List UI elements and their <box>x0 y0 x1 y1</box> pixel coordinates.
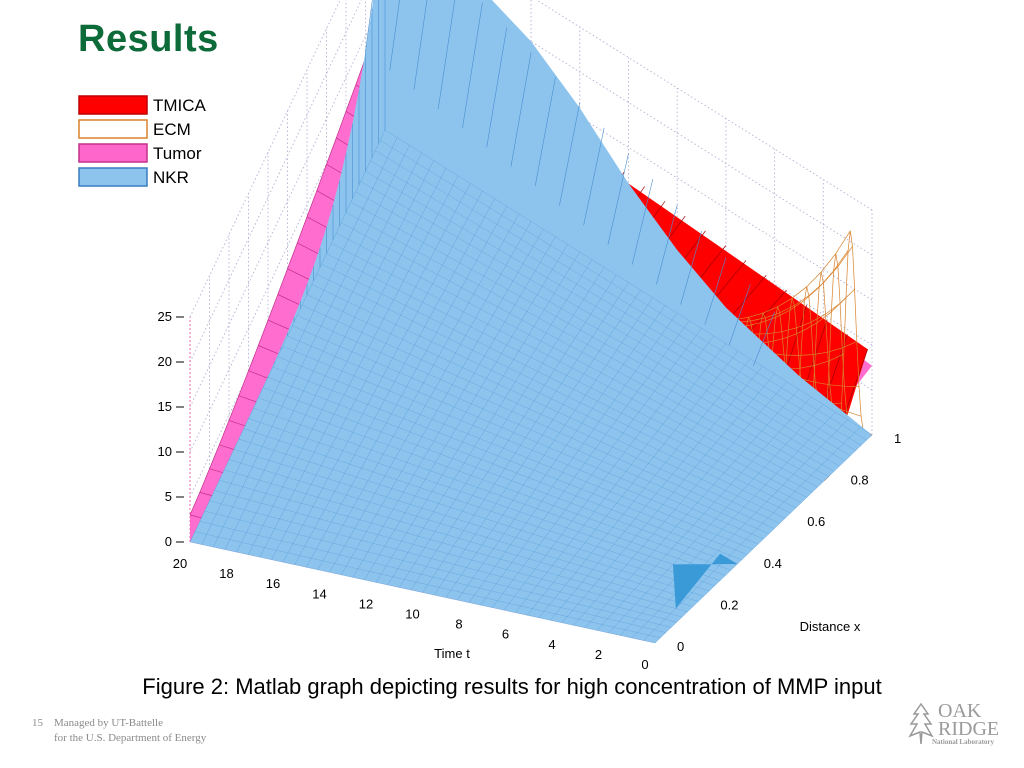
legend-label-nkr: NKR <box>153 168 189 187</box>
t-tick-label: 18 <box>219 566 233 581</box>
z-tick-label: 15 <box>158 399 172 414</box>
legend-swatch-tmica <box>78 95 148 115</box>
z-tick-label: 0 <box>165 534 172 549</box>
t-tick-label: 2 <box>595 647 602 662</box>
footer-line-1: Managed by UT-Battelle <box>54 717 163 729</box>
logo-line-3: National Laboratory <box>932 738 995 746</box>
t-tick-label: 20 <box>173 556 187 571</box>
surface-plot: 05101520250246810121416182000.20.40.60.8… <box>78 0 902 670</box>
t-tick-label: 0 <box>641 657 648 670</box>
t-tick-label: 6 <box>502 627 509 642</box>
legend-label-tmica: TMICA <box>153 96 207 115</box>
leaf-icon <box>908 702 934 745</box>
tick-labels: 05101520250246810121416182000.20.40.60.8… <box>158 309 902 670</box>
x-tick-label: 0 <box>677 639 684 654</box>
t-tick-label: 10 <box>405 607 419 622</box>
legend-label-tumor: Tumor <box>153 144 202 163</box>
x-tick-label: 0.6 <box>807 514 825 529</box>
t-tick-label: 16 <box>266 576 280 591</box>
figure-caption: Figure 2: Matlab graph depicting results… <box>142 674 882 699</box>
logo-line-1: OAK <box>938 700 982 722</box>
legend: TMICA ECM Tumor NKR <box>78 95 207 187</box>
legend-label-ecm: ECM <box>153 120 191 139</box>
x-tick-label: 0.4 <box>764 556 782 571</box>
x-tick-label: 0.8 <box>851 473 869 488</box>
logo-line-2: RIDGE <box>938 718 1000 740</box>
slide-title: Results <box>78 18 219 60</box>
legend-swatch-nkr <box>78 167 148 187</box>
z-tick-label: 5 <box>165 489 172 504</box>
legend-swatch-tumor <box>78 143 148 163</box>
nkr-spike <box>672 553 738 609</box>
z-tick-label: 20 <box>158 354 172 369</box>
legend-swatch-ecm <box>78 119 148 139</box>
t-tick-label: 14 <box>312 586 326 601</box>
surface-layers <box>189 0 873 644</box>
t-axis-label: Time t <box>434 646 470 661</box>
oak-ridge-logo: OAK RIDGE National Laboratory <box>908 700 1008 752</box>
t-tick-label: 12 <box>359 596 373 611</box>
t-tick-label: 4 <box>548 637 555 652</box>
nkr-mesh <box>189 0 873 644</box>
footer-line-2: for the U.S. Department of Energy <box>54 732 207 744</box>
x-tick-label: 0.2 <box>720 597 738 612</box>
t-tick-label: 8 <box>455 617 462 632</box>
x-tick-label: 1 <box>894 431 901 446</box>
page-number: 15 <box>32 717 43 729</box>
nkr-surface <box>190 0 872 643</box>
x-axis-label: Distance x <box>800 619 861 634</box>
z-tick-label: 10 <box>158 444 172 459</box>
z-tick-label: 25 <box>158 309 172 324</box>
